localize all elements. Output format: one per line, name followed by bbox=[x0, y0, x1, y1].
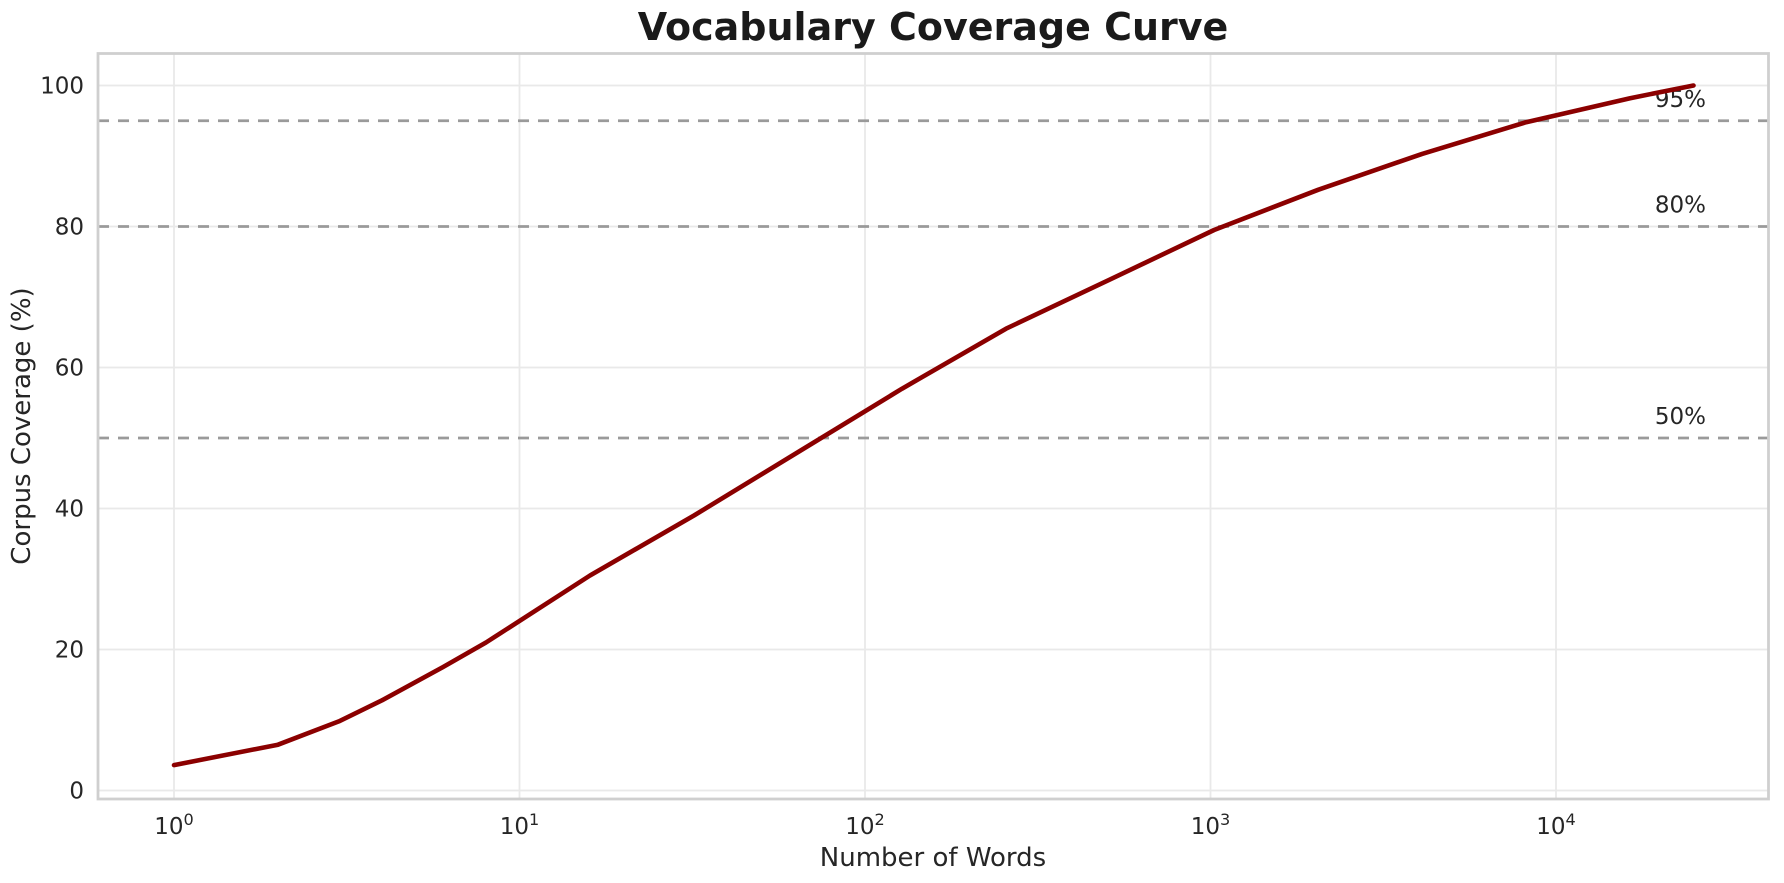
plot-border bbox=[96, 52, 1770, 801]
x-tick-label: 102 bbox=[845, 810, 885, 840]
y-tick-label: 20 bbox=[55, 638, 84, 664]
coverage-curve-layer bbox=[171, 83, 1696, 768]
grid-layer bbox=[98, 53, 1769, 799]
threshold-lines-layer: 50%80%95% bbox=[98, 87, 1769, 440]
threshold-label-80: 80% bbox=[1655, 193, 1706, 219]
y-tick-label: 0 bbox=[69, 779, 84, 805]
axes-spines-layer bbox=[96, 52, 1770, 801]
tick-labels-layer: 0 20 40 60 80 100 100 101 102 103 104 bbox=[40, 74, 1576, 841]
y-tick-label: 80 bbox=[55, 215, 84, 241]
x-axis-label: Number of Words bbox=[820, 843, 1046, 873]
y-tick-label: 60 bbox=[55, 356, 84, 382]
plot-background bbox=[98, 53, 1769, 799]
chart-title: Vocabulary Coverage Curve bbox=[638, 5, 1229, 49]
x-tick-label: 101 bbox=[500, 810, 540, 840]
x-tick-label: 100 bbox=[154, 810, 194, 840]
y-tick-label: 100 bbox=[40, 74, 84, 100]
y-axis-label: Corpus Coverage (%) bbox=[7, 287, 37, 564]
coverage-curve bbox=[171, 83, 1696, 768]
threshold-label-50: 50% bbox=[1655, 404, 1706, 430]
x-tick-label: 104 bbox=[1536, 810, 1576, 840]
y-tick-label: 40 bbox=[55, 497, 84, 523]
x-tick-label: 103 bbox=[1191, 810, 1231, 840]
